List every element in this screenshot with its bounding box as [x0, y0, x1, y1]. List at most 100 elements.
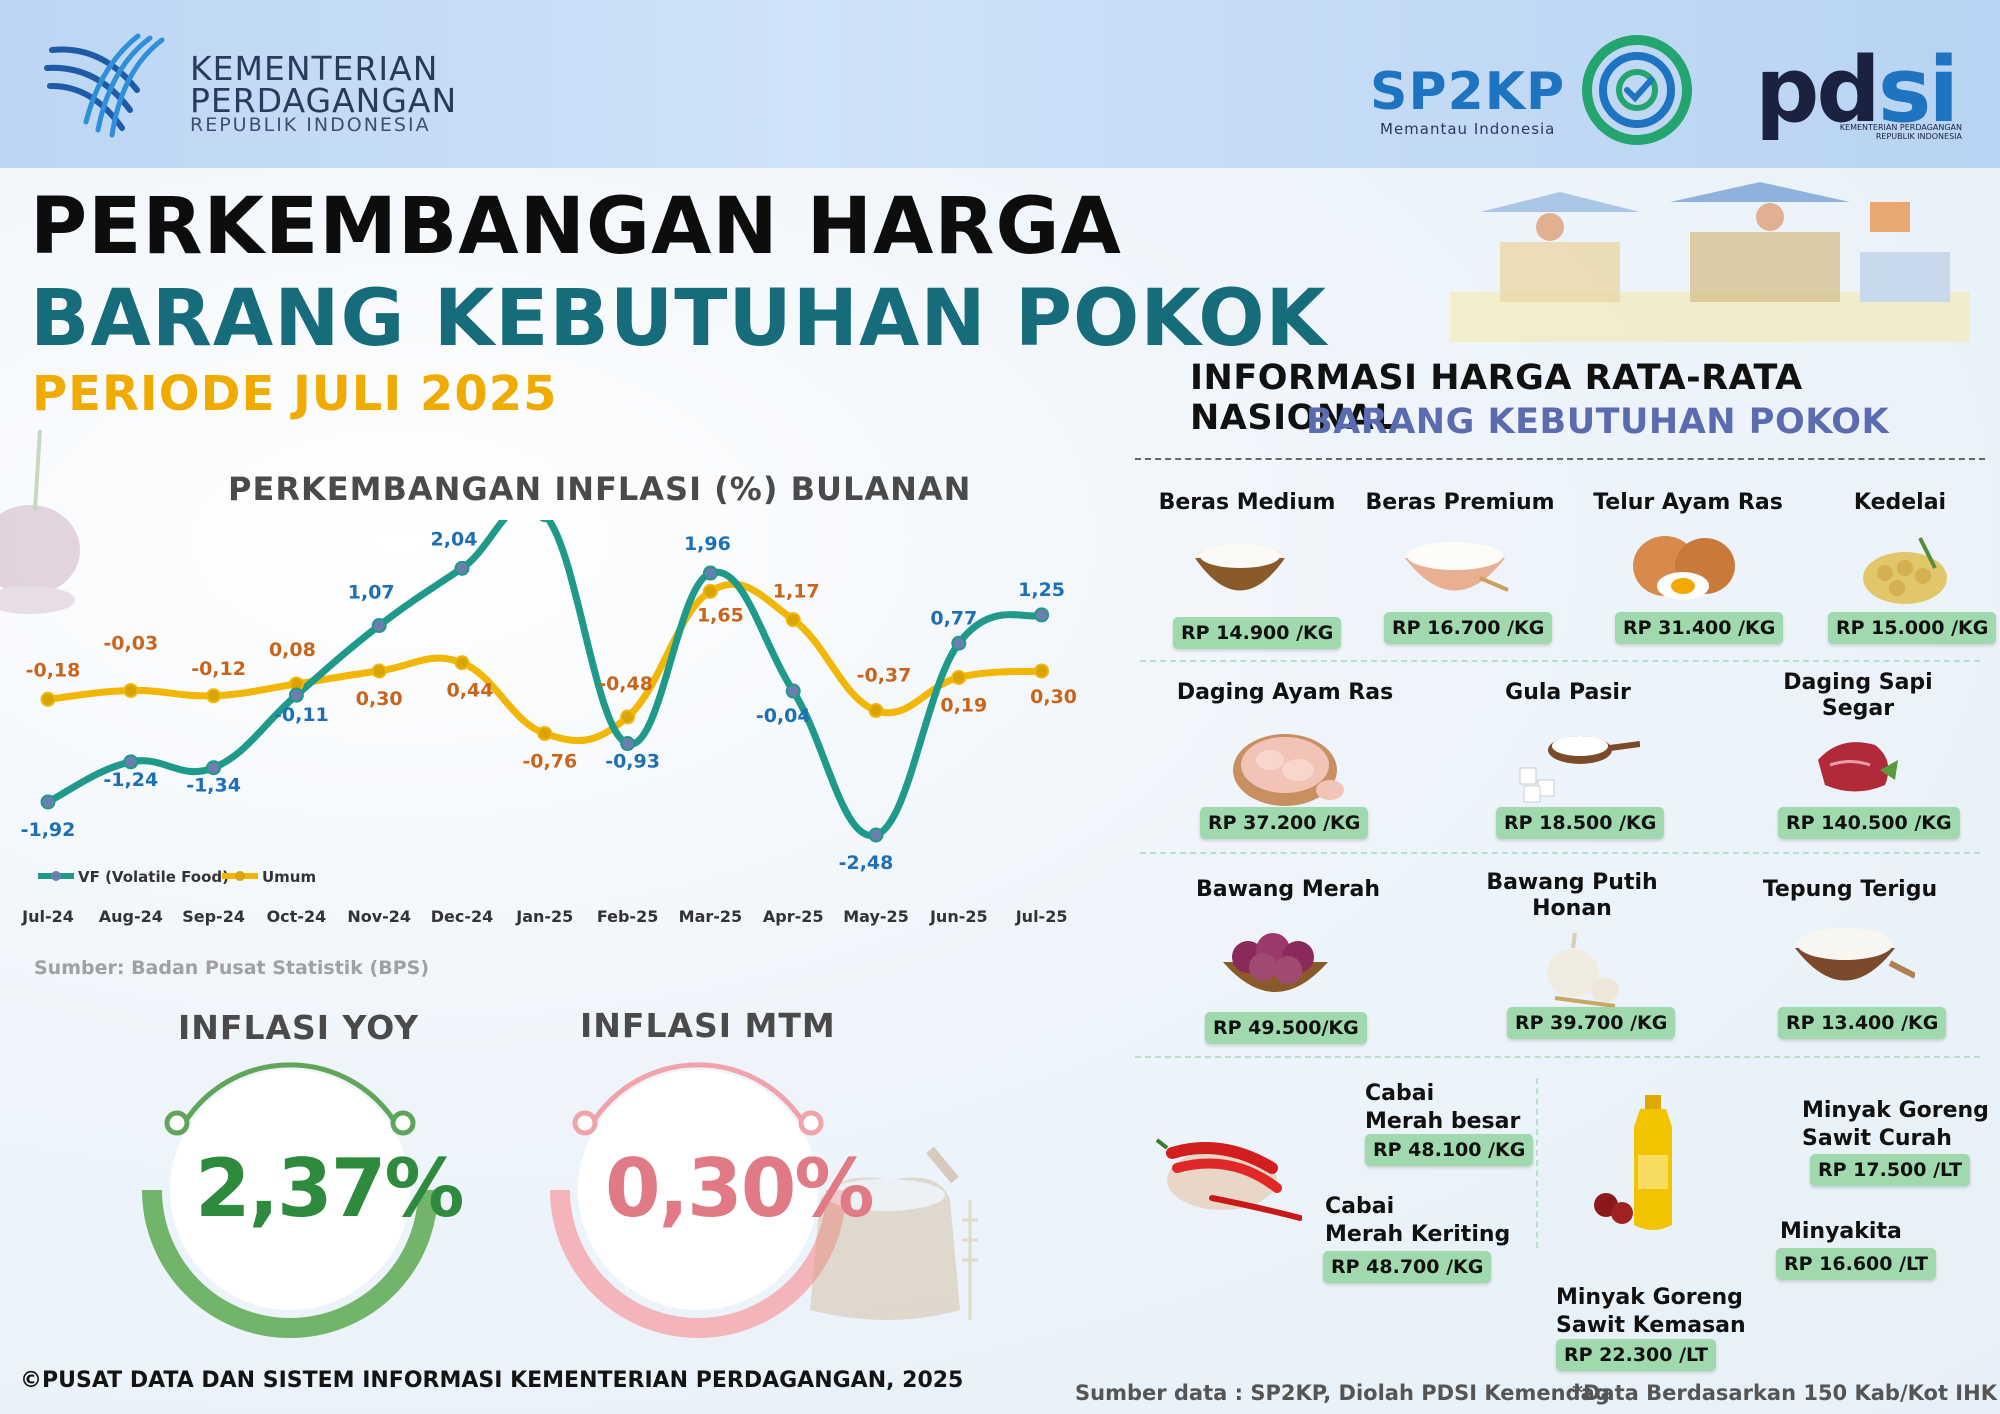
item-name-bawang-merah: Bawang Merah	[1195, 877, 1381, 902]
vf-data-label: -1,24	[103, 769, 158, 791]
chart-source: Sumber: Badan Pusat Statistik (BPS)	[34, 957, 430, 979]
umum-data-label: 0,30	[1030, 686, 1077, 708]
chart-title: PERKEMBANGAN INFLASI (%) BULANAN	[228, 470, 972, 508]
item-name-bawang-putih-line2: Honan	[1532, 896, 1612, 922]
item-name-minyak-curah-line1: Minyak Goreng	[1802, 1098, 1989, 1123]
vf-data-label: 0,77	[930, 607, 977, 629]
sp2kp-tagline: Memantau Indonesia	[1380, 120, 1556, 138]
flour-sack-decoration-icon	[810, 1146, 978, 1320]
umum-point	[537, 726, 553, 742]
ministry-name-line3: REPUBLIK INDONESIA	[190, 114, 431, 136]
umum-data-label: 0,08	[269, 639, 316, 661]
umum-data-label: -0,37	[857, 665, 912, 687]
yoy-gauge-icon	[142, 1062, 438, 1338]
price-daging-ayam: RP 37.200 /KG	[1200, 807, 1369, 839]
vf-data-label: -0,93	[605, 751, 660, 773]
sp2kp-target-icon	[1582, 35, 1692, 145]
vf-point	[123, 754, 139, 770]
umum-data-label: 0,19	[940, 694, 987, 716]
item-name-minyak-curah-line2: Sawit Curah	[1802, 1125, 1952, 1151]
price-daging-sapi: RP 140.500 /KG	[1778, 807, 1960, 839]
mtm-title: INFLASI MTM	[580, 1006, 836, 1045]
umum-point	[454, 655, 470, 671]
kemendag-logo-icon	[44, 33, 165, 138]
item-name-daging-sapi-line2: Segar	[1821, 696, 1895, 722]
vf-data-label: 2,04	[431, 528, 478, 550]
main-title-line2: BARANG KEBUTUHAN POKOK	[30, 274, 1328, 364]
vf-point	[40, 794, 56, 810]
item-name-telur: Telur Ayam Ras	[1593, 490, 1783, 515]
umum-data-label: 0,44	[447, 680, 494, 702]
umum-data-label: -0,03	[103, 632, 158, 654]
main-title-line1: PERKEMBANGAN HARGA	[30, 182, 1122, 272]
x-tick-label: Aug-24	[99, 907, 163, 926]
price-tepung: RP 13.400 /KG	[1778, 1007, 1947, 1039]
umum-data-label: 1,65	[697, 604, 744, 626]
price-gula: RP 18.500 /KG	[1496, 807, 1665, 839]
vf-point	[1034, 607, 1050, 623]
item-name-minyak-kemasan-line1: Minyak Goreng	[1556, 1285, 1743, 1310]
soybean-icon	[1863, 537, 1947, 604]
mtm-gauge-icon	[550, 1062, 846, 1338]
info-title: INFORMASI HARGA RATA-RATA NASIONAL	[1190, 358, 1803, 438]
item-name-gula: Gula Pasir	[1505, 680, 1631, 705]
rice-bowl-icon	[1195, 544, 1285, 591]
vf-point	[620, 736, 636, 752]
yoy-title: INFLASI YOY	[178, 1008, 420, 1047]
item-name-minyak-kemasan-line2: Sawit Kemasan	[1556, 1312, 1746, 1338]
cooking-oil-bottle-icon	[1594, 1095, 1672, 1230]
x-tick-label: Mar-25	[679, 907, 743, 926]
umum-point	[951, 669, 967, 685]
item-name-daging-ayam: Daging Ayam Ras	[1176, 680, 1394, 705]
umum-point	[206, 688, 222, 704]
umum-data-label: -0,76	[522, 751, 577, 773]
sp2kp-logo-text: SP2KP	[1370, 62, 1566, 122]
row-divider	[1140, 852, 1980, 854]
umum-point	[702, 583, 718, 599]
vf-point	[702, 565, 718, 581]
item-name-cabai-keriting-line2: Merah Keriting	[1325, 1221, 1511, 1247]
item-name-cabai-keriting-line1: Cabai	[1325, 1194, 1395, 1219]
vf-data-label: -1,92	[21, 819, 76, 841]
vf-data-label: 1,07	[348, 582, 395, 604]
umum-data-label: -0,12	[191, 658, 246, 680]
x-tick-label: Jul-24	[21, 907, 74, 926]
x-tick-label: Oct-24	[267, 907, 327, 926]
item-name-beras-medium: Beras Medium	[1158, 490, 1336, 515]
header-divider	[1135, 458, 1985, 460]
item-name-cabai-besar-line1: Cabai	[1365, 1081, 1435, 1106]
price-minyak-curah: RP 17.500 /LT	[1810, 1154, 1970, 1186]
vf-point	[868, 827, 884, 843]
item-name-daging-sapi: Daging Sapi Segar	[1758, 670, 1958, 723]
price-cabai-besar: RP 48.100 /KG	[1365, 1134, 1534, 1166]
umum-point	[620, 709, 636, 725]
vf-data-label: 1,25	[1018, 579, 1065, 601]
vf-point	[454, 560, 470, 576]
x-tick-label: Nov-24	[347, 907, 411, 926]
vf-data-label: -0,04	[756, 705, 811, 727]
chili-icon	[1155, 1138, 1302, 1221]
chicken-meat-icon	[1233, 734, 1344, 806]
item-name-daging-sapi-line1: Daging Sapi	[1783, 670, 1933, 695]
item-name-cabai-keriting: Cabai Merah Keriting	[1325, 1193, 1510, 1248]
x-tick-label: Jun-25	[929, 907, 988, 926]
ministry-name-line2: PERDAGANGAN	[190, 81, 458, 120]
item-name-bawang-putih: Bawang Putih Honan	[1472, 870, 1672, 923]
price-cabai-keriting: RP 48.700 /KG	[1323, 1251, 1492, 1283]
mtm-value: 0,30%	[605, 1142, 875, 1235]
item-name-beras-premium: Beras Premium	[1365, 490, 1555, 515]
flour-bowl-icon	[1795, 928, 1915, 981]
vf-data-label: -1,34	[186, 775, 241, 797]
x-tick-label: Feb-25	[597, 907, 659, 926]
pdsi-logo-text: pdsi	[1755, 38, 1959, 143]
column-divider	[1536, 1078, 1538, 1248]
sugar-icon	[1519, 736, 1640, 803]
vf-data-label: -2,48	[839, 852, 894, 874]
x-tick-label: May-25	[843, 907, 909, 926]
legend-label: Umum	[262, 868, 316, 886]
price-minyakita: RP 16.600 /LT	[1776, 1248, 1936, 1280]
row-divider	[1135, 1056, 1980, 1058]
umum-point	[123, 682, 139, 698]
data-source: Sumber data : SP2KP, Diolah PDSI Kemenda…	[1075, 1381, 1610, 1405]
item-name-cabai-besar-line2: Merah besar	[1365, 1108, 1521, 1134]
